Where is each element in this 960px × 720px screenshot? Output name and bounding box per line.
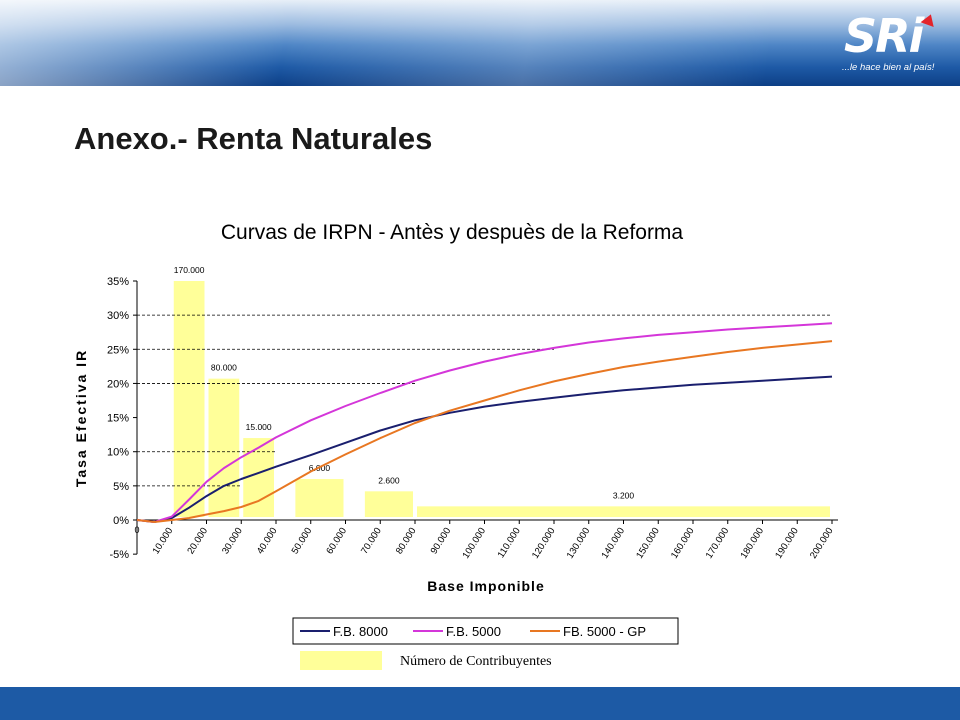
series-line-2 — [136, 340, 833, 523]
contributor-bar-4 — [364, 491, 413, 517]
x-tick-label-6: 70.000 — [359, 526, 384, 556]
y-tick-label-4: 15% — [107, 413, 129, 425]
contributor-bar-5 — [417, 506, 830, 517]
contributor-bar-0 — [173, 281, 205, 517]
contributor-bar-label-0: 170.000 — [174, 265, 205, 275]
x-tick-label-10: 110.000 — [496, 526, 523, 560]
logo-tagline: ...le hace bien al país! — [842, 62, 935, 73]
y-tick-label-3: 10% — [107, 447, 129, 459]
x-tick-label-19: 200.000 — [808, 526, 836, 561]
x-tick-label-16: 170.000 — [704, 526, 732, 561]
x-tick-label-7: 80.000 — [394, 526, 419, 556]
y-tick-label-6: 25% — [107, 344, 129, 356]
contributor-bar-3 — [295, 479, 344, 517]
legend-box — [292, 617, 679, 645]
chart-legend: F.B. 8000 F.B. 5000 FB. 5000 - GP Número… — [292, 617, 679, 670]
series-line-1 — [136, 322, 833, 523]
y-tick-label-2: 5% — [113, 481, 129, 493]
x-tick-label-2: 30.000 — [220, 526, 245, 556]
legend-bar-swatch — [300, 651, 382, 670]
x-tick-label-15: 160.000 — [669, 526, 697, 561]
x-tick-label-9: 100.000 — [461, 526, 489, 561]
x-tick-label-13: 140.000 — [600, 526, 628, 561]
header-streak — [0, 0, 960, 86]
header-band: SRi ...le hace bien al país! — [0, 0, 960, 86]
y-axis-label: Tasa Efectiva IR — [73, 349, 89, 487]
contributor-bar-1 — [208, 378, 240, 517]
irpn-chart: Curvas de IRPN - Antès y despuès de la R… — [73, 221, 838, 670]
y-tick-label-7: 30% — [107, 310, 129, 322]
contributor-bar-label-1: 80.000 — [211, 363, 237, 373]
sri-logo: SRi ...le hace bien al país! — [842, 8, 946, 80]
legend-label-fb5000-gp: FB. 5000 - GP — [563, 624, 646, 639]
x-tick-label-0: 10.000 — [151, 526, 176, 556]
legend-label-fb5000: F.B. 5000 — [446, 624, 501, 639]
x-tick-label-3: 40.000 — [255, 526, 280, 556]
y-tick-label-1: 0% — [113, 515, 129, 527]
legend-bar-label: Número de Contribuyentes — [400, 654, 552, 669]
x-tick-label-14: 150.000 — [634, 526, 662, 561]
x-axis-label: Base Imponible — [427, 578, 544, 594]
chart-title: Curvas de IRPN - Antès y despuès de la R… — [221, 221, 684, 244]
x-tick-label-17: 180.000 — [739, 526, 767, 561]
series-lines — [136, 322, 833, 523]
contributor-bar-label-4: 2.600 — [378, 475, 400, 485]
x-tick-label-18: 190.000 — [773, 526, 801, 561]
logo-wordmark: SRi — [844, 9, 924, 63]
footer-band — [0, 687, 960, 720]
x-tick-label-origin: 0 — [134, 525, 139, 535]
x-tick-label-11: 120.000 — [530, 526, 558, 561]
contributor-bar-label-5: 3.200 — [613, 490, 635, 500]
contributor-bar-label-2: 15.000 — [246, 422, 272, 432]
slide-title: Anexo.- Renta Naturales — [74, 121, 433, 156]
y-tick-label-0: -5% — [109, 549, 129, 561]
y-tick-label-5: 20% — [107, 378, 129, 390]
legend-label-fb8000: F.B. 8000 — [333, 624, 388, 639]
x-tick-label-4: 50.000 — [290, 526, 315, 556]
x-tick-label-5: 60.000 — [324, 526, 349, 556]
x-tick-label-12: 130.000 — [565, 526, 593, 561]
x-tick-label-8: 90.000 — [429, 526, 454, 556]
series-line-0 — [136, 375, 833, 523]
x-tick-label-1: 20.000 — [185, 526, 210, 556]
y-tick-label-8: 35% — [107, 276, 129, 288]
